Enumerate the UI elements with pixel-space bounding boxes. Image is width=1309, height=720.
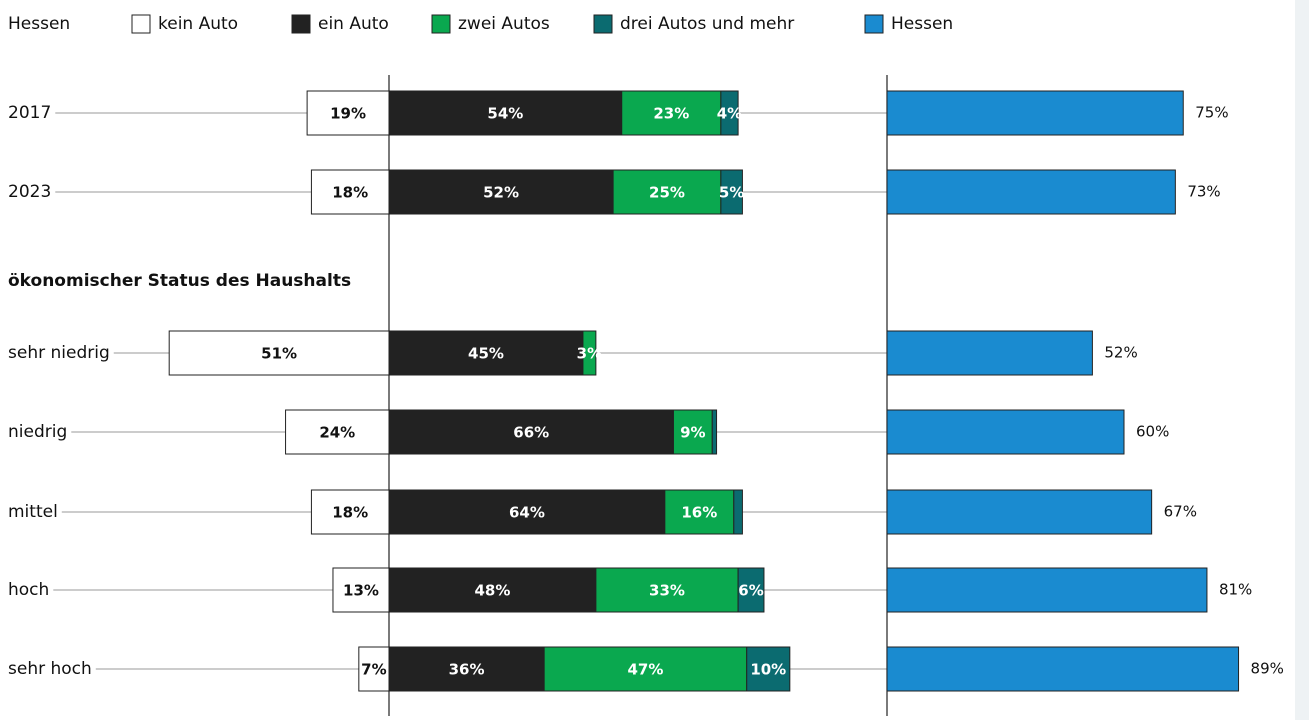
value-label: 47% <box>627 661 663 679</box>
bar <box>886 330 1093 376</box>
value-label: 73% <box>1187 183 1220 201</box>
value-label: 54% <box>487 105 523 123</box>
legend-label: Hessen <box>891 14 953 34</box>
legend-swatch <box>431 14 451 34</box>
value-label: 24% <box>319 424 355 442</box>
legend-title: Hessen <box>8 14 70 34</box>
legend-label: zwei Autos <box>458 14 550 34</box>
value-label: 45% <box>468 345 504 363</box>
bar-segment <box>612 169 722 215</box>
value-label: 48% <box>474 582 510 600</box>
category-label: hoch <box>8 580 49 600</box>
value-label: 5% <box>719 184 744 202</box>
bar-segment <box>595 567 739 613</box>
legend-label: drei Autos und mehr <box>620 14 794 34</box>
value-label: 51% <box>261 345 297 363</box>
value-label: 7% <box>361 661 386 679</box>
bar-segment <box>388 567 597 613</box>
bar-segment <box>746 646 791 692</box>
bar-segment <box>310 489 390 535</box>
bar-segment <box>388 646 545 692</box>
value-label: 52% <box>483 184 519 202</box>
legend-swatch <box>131 14 151 34</box>
value-label: 23% <box>653 105 689 123</box>
bar-segment <box>711 409 718 455</box>
bar <box>886 567 1208 613</box>
value-label: 36% <box>449 661 485 679</box>
bar-segment <box>737 567 765 613</box>
bar-segment <box>388 489 666 535</box>
value-label: 18% <box>332 504 368 522</box>
value-label: 9% <box>680 424 705 442</box>
legend-swatch <box>593 14 613 34</box>
bar-segment <box>664 489 735 535</box>
value-label: 75% <box>1195 104 1228 122</box>
value-label: 6% <box>738 582 763 600</box>
value-label: 10% <box>750 661 786 679</box>
legend-label: ein Auto <box>318 14 389 34</box>
bar-segment <box>168 330 390 376</box>
subheading: ökonomischer Status des Haushalts <box>8 271 351 291</box>
category-label: 2023 <box>8 182 51 202</box>
category-label: sehr niedrig <box>8 343 110 363</box>
bar-segment <box>621 90 722 136</box>
category-label: 2017 <box>8 103 51 123</box>
bar <box>886 646 1240 692</box>
legend-swatch <box>864 14 884 34</box>
category-label: sehr hoch <box>8 659 92 679</box>
bar-segment <box>582 330 597 376</box>
sidebar <box>1295 0 1309 720</box>
bar-segment <box>543 646 748 692</box>
bar <box>886 169 1176 215</box>
bar-segment <box>388 90 623 136</box>
value-label: 66% <box>513 424 549 442</box>
value-label: 13% <box>343 582 379 600</box>
value-label: 89% <box>1251 660 1284 678</box>
bar-segment <box>358 646 390 692</box>
bar-segment <box>388 409 674 455</box>
value-label: 18% <box>332 184 368 202</box>
value-label: 4% <box>717 105 742 123</box>
bar-segment <box>332 567 390 613</box>
value-label: 67% <box>1164 503 1197 521</box>
value-label: 60% <box>1136 423 1169 441</box>
value-label: 64% <box>509 504 545 522</box>
value-label: 33% <box>649 582 685 600</box>
bar <box>886 489 1153 535</box>
legend-label: kein Auto <box>158 14 238 34</box>
value-label: 25% <box>649 184 685 202</box>
bar <box>886 90 1184 136</box>
value-label: 16% <box>681 504 717 522</box>
bar-segment <box>388 330 584 376</box>
value-label: 19% <box>330 105 366 123</box>
bar-segment <box>388 169 614 215</box>
legend-swatch <box>291 14 311 34</box>
value-label: 3% <box>577 345 602 363</box>
bar-segment <box>733 489 743 535</box>
bar-segment <box>310 169 390 215</box>
value-label: 81% <box>1219 581 1252 599</box>
bar-segment <box>720 169 743 215</box>
category-label: mittel <box>8 502 58 522</box>
category-label: niedrig <box>8 422 67 442</box>
bar <box>886 409 1125 455</box>
bar-segment <box>720 90 739 136</box>
value-label: 52% <box>1104 344 1137 362</box>
